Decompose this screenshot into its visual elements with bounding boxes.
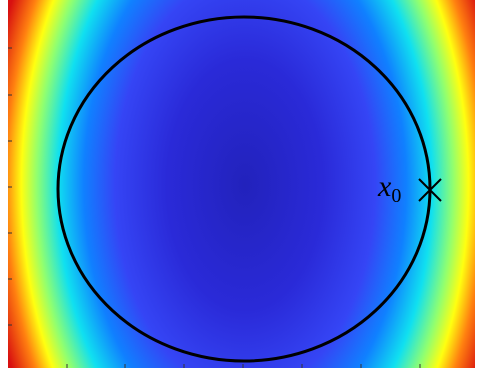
marker-label: x0 (377, 170, 401, 207)
heatmap (8, 0, 475, 368)
label-subscript: 0 (391, 185, 401, 207)
frame-ticks (8, 47, 421, 368)
label-var: x (377, 170, 392, 203)
marker (418, 178, 442, 202)
